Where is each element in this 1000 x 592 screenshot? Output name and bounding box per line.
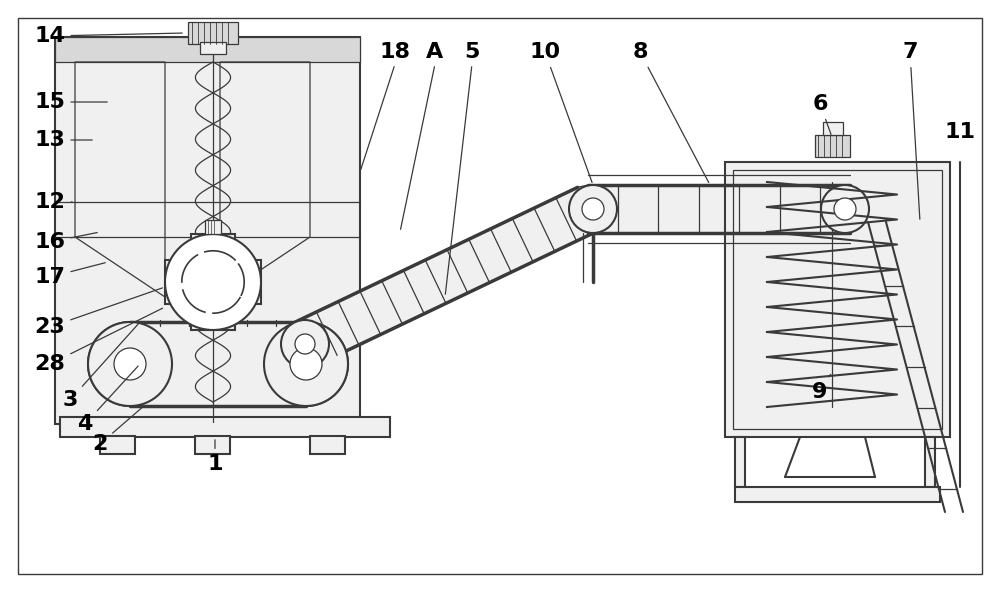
- Text: 17: 17: [34, 263, 105, 287]
- Bar: [310, 436, 345, 454]
- Text: 15: 15: [35, 92, 107, 112]
- Text: 16: 16: [34, 232, 97, 252]
- Polygon shape: [295, 187, 598, 366]
- Circle shape: [264, 322, 348, 406]
- Bar: [735, 487, 940, 502]
- Circle shape: [295, 334, 315, 354]
- Bar: [195, 436, 230, 454]
- Bar: [60, 417, 390, 437]
- Bar: [188, 22, 238, 44]
- Bar: [925, 437, 935, 487]
- Circle shape: [582, 198, 604, 220]
- Circle shape: [834, 198, 856, 220]
- Bar: [205, 220, 221, 234]
- Text: 13: 13: [35, 130, 92, 150]
- Circle shape: [281, 320, 329, 368]
- Bar: [725, 162, 950, 437]
- Text: 18: 18: [380, 42, 411, 62]
- Bar: [588, 185, 850, 233]
- Text: 28: 28: [35, 308, 163, 374]
- Bar: [130, 322, 306, 406]
- Text: 23: 23: [35, 288, 162, 337]
- Circle shape: [264, 322, 348, 406]
- Text: 3: 3: [62, 324, 138, 410]
- Bar: [165, 260, 261, 304]
- Text: 9: 9: [812, 374, 831, 402]
- Circle shape: [88, 322, 172, 406]
- Circle shape: [569, 185, 617, 233]
- Circle shape: [88, 322, 172, 406]
- Circle shape: [114, 348, 146, 380]
- Text: 5: 5: [464, 42, 480, 62]
- Text: 6: 6: [812, 94, 831, 134]
- Circle shape: [165, 234, 261, 330]
- Bar: [735, 437, 745, 487]
- Text: 1: 1: [207, 440, 223, 474]
- Text: 7: 7: [902, 42, 920, 219]
- Text: 8: 8: [632, 42, 709, 182]
- Text: 12: 12: [35, 192, 72, 212]
- Circle shape: [290, 348, 322, 380]
- Bar: [191, 234, 235, 330]
- Text: 14: 14: [35, 26, 182, 46]
- Bar: [100, 436, 135, 454]
- Bar: [55, 37, 360, 62]
- Bar: [200, 42, 226, 54]
- Text: 2: 2: [92, 407, 143, 454]
- Text: 4: 4: [77, 366, 138, 434]
- Bar: [733, 170, 942, 429]
- Circle shape: [821, 185, 869, 233]
- Text: 11: 11: [944, 122, 976, 142]
- Bar: [815, 135, 850, 157]
- Bar: [823, 122, 843, 135]
- Text: 10: 10: [529, 42, 592, 182]
- Text: A: A: [426, 42, 444, 62]
- Bar: [55, 37, 360, 424]
